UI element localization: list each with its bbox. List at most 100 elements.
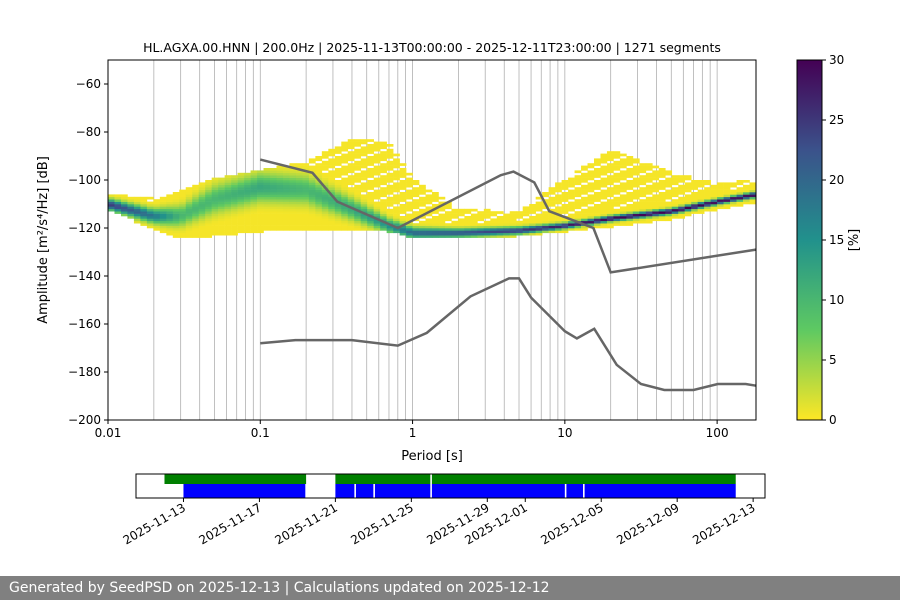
heatmap-cell [399, 204, 407, 207]
heatmap-cell [652, 165, 660, 169]
heatmap-cell [250, 196, 258, 200]
heatmap-cell [691, 180, 698, 183]
heatmap-cell [159, 228, 167, 231]
heatmap-cell [658, 196, 666, 200]
timeline-frame [135, 473, 766, 499]
heatmap-cell [308, 211, 316, 214]
heatmap-cell [295, 206, 303, 210]
heatmap-cell [606, 187, 614, 190]
heatmap-cell [444, 230, 452, 234]
heatmap-cell [231, 218, 238, 222]
heatmap-cell [114, 201, 122, 205]
heatmap-cell [600, 189, 608, 193]
heatmap-cell [406, 180, 413, 183]
availability-bar-blue [374, 484, 431, 498]
heatmap-cell [412, 235, 420, 238]
heatmap-cell [295, 187, 303, 190]
heatmap-cell [205, 208, 212, 212]
heatmap-cell [632, 168, 640, 171]
heatmap-cell [198, 194, 206, 198]
x-tick-label: 0.1 [251, 426, 270, 440]
heatmap-cell [231, 225, 238, 229]
heatmap-cell [159, 220, 167, 224]
heatmap-cell [522, 208, 530, 212]
heatmap-cell [730, 192, 737, 195]
heatmap-cell [308, 177, 316, 181]
heatmap-cell [419, 189, 426, 193]
heatmap-cell [704, 189, 711, 193]
heatmap-cell [231, 206, 238, 210]
heatmap-cell [341, 158, 349, 162]
heatmap-cell [645, 189, 653, 193]
heatmap-cell [406, 182, 413, 186]
heatmap-cell [211, 220, 219, 224]
heatmap-cell [289, 208, 297, 212]
heatmap-cell [619, 160, 627, 164]
heatmap-cell [257, 170, 264, 174]
heatmap-cell [263, 170, 271, 174]
heatmap-cell [587, 201, 595, 205]
heatmap-cell [276, 168, 284, 171]
heatmap-cell [568, 228, 575, 231]
heatmap-cell [231, 232, 238, 236]
heatmap-cell [613, 172, 621, 176]
heatmap-cell [419, 204, 426, 207]
heatmap-cell [211, 218, 219, 222]
heatmap-cell [386, 175, 394, 178]
heatmap-cell [568, 182, 575, 186]
heatmap-cell [425, 208, 433, 212]
heatmap-cell [406, 201, 413, 205]
heatmap-cell [341, 184, 349, 188]
heatmap-cell [270, 184, 277, 188]
heatmap-cell [509, 228, 517, 231]
heatmap-cell [328, 160, 336, 164]
heatmap-cell [257, 218, 264, 222]
heatmap-cell [587, 196, 595, 200]
heatmap-cell [270, 223, 277, 226]
heatmap-cell [341, 225, 349, 229]
heatmap-cell [315, 208, 323, 212]
heatmap-cell [250, 199, 258, 202]
heatmap-cell [691, 192, 698, 195]
heatmap-cell [399, 187, 407, 190]
heatmap-cell [373, 153, 381, 157]
heatmap-cell [626, 170, 634, 174]
heatmap-cell [270, 228, 277, 231]
heatmap-cell [224, 201, 232, 205]
heatmap-cell [749, 201, 757, 205]
heatmap-cell [736, 204, 744, 207]
heatmap-cell [179, 208, 187, 212]
timeline-tick-label: 2025-11-17 [197, 500, 264, 547]
heatmap-cell [198, 196, 206, 200]
heatmap-cell [581, 208, 588, 212]
heatmap-cell [270, 168, 277, 171]
heatmap-cell [542, 199, 549, 202]
heatmap-cell [334, 223, 342, 226]
heatmap-cell [613, 168, 621, 171]
heatmap-cell [302, 187, 310, 190]
heatmap-cell [224, 199, 232, 202]
heatmap-cell [704, 187, 711, 190]
heatmap-cell [632, 211, 640, 214]
heatmap-cell [341, 223, 349, 226]
heatmap-cell [308, 175, 316, 178]
heatmap-cell [645, 175, 653, 178]
heatmap-cell [231, 204, 238, 207]
heatmap-cell [432, 228, 439, 231]
heatmap-cell [354, 192, 362, 195]
heatmap-cell [263, 220, 271, 224]
heatmap-cell [354, 177, 362, 181]
heatmap-cell [509, 216, 517, 219]
heatmap-cell [166, 213, 174, 217]
heatmap-cell [360, 223, 368, 226]
heatmap-cell [678, 213, 686, 217]
heatmap-cell [393, 184, 400, 188]
heatmap-cell [652, 177, 660, 181]
heatmap-cell [328, 206, 336, 210]
heatmap-cell [270, 206, 277, 210]
heatmap-cell [619, 158, 627, 162]
heatmap-cell [315, 213, 323, 217]
heatmap-cell [282, 168, 290, 171]
heatmap-cell [224, 225, 232, 229]
heatmap-cell [380, 165, 387, 169]
